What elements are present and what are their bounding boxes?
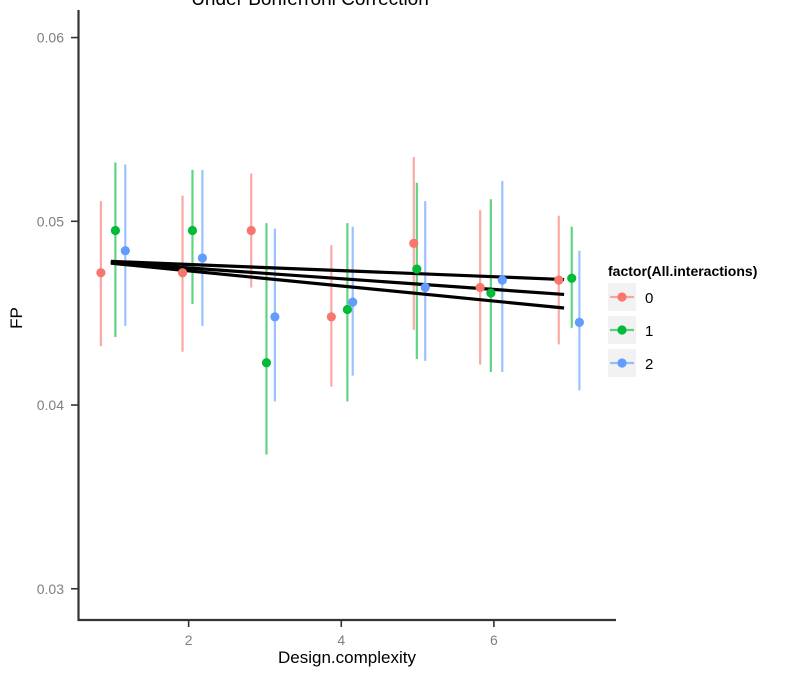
y-tick-label: 0.06 [37, 30, 64, 46]
data-point [261, 358, 272, 368]
y-tick-label: 0.04 [37, 397, 64, 413]
x-axis: 2 4 6 [77, 618, 616, 648]
legend-item-label: 2 [645, 356, 653, 373]
data-point [120, 246, 130, 256]
legend-items: 0 1 2 [608, 283, 653, 377]
data-point [486, 288, 496, 298]
data-point [96, 268, 106, 278]
data-point [187, 225, 198, 236]
x-axis-ticks: 2 4 6 [185, 620, 498, 648]
data-point [412, 264, 422, 274]
data-point [110, 225, 120, 236]
legend-key-point [617, 358, 627, 368]
y-tick-label: 0.03 [37, 581, 64, 597]
data-point [348, 297, 358, 307]
legend-item-label: 1 [645, 323, 653, 340]
data-point [420, 282, 430, 293]
trend-line-fit-0 [110, 259, 565, 282]
data-point [409, 238, 419, 248]
data-point [177, 268, 188, 278]
x-tick-label: 4 [337, 632, 345, 648]
legend-item-label: 0 [645, 290, 653, 307]
y-axis: 0.03 0.04 0.05 0.06 [37, 10, 80, 621]
x-tick-label: 6 [490, 632, 498, 648]
legend-key-point [617, 325, 627, 335]
data-point [554, 275, 564, 285]
data-point [197, 253, 207, 263]
data-point [574, 317, 584, 327]
point-layer [96, 225, 584, 368]
data-point [567, 273, 577, 283]
data-point [342, 304, 352, 315]
data-point [475, 282, 485, 293]
legend-item-1[interactable]: 1 [608, 316, 653, 344]
legend-title: factor(All.interactions) [608, 263, 757, 279]
data-point [270, 312, 280, 322]
legend-key-point [617, 292, 627, 302]
y-axis-ticks: 0.03 0.04 0.05 0.06 [37, 30, 78, 597]
y-axis-title: FP [7, 307, 26, 329]
legend-item-0[interactable]: 0 [608, 283, 653, 311]
legend-item-2[interactable]: 2 [608, 349, 653, 377]
data-point [326, 312, 336, 322]
legend: factor(All.interactions) 0 1 2 [608, 263, 757, 377]
data-point [497, 275, 507, 285]
page-title: Under Bonferroni Correction [0, 0, 620, 11]
x-tick-label: 2 [185, 632, 193, 648]
data-point [246, 225, 256, 236]
y-tick-label: 0.05 [37, 213, 64, 229]
x-axis-title: Design.complexity [278, 648, 416, 667]
